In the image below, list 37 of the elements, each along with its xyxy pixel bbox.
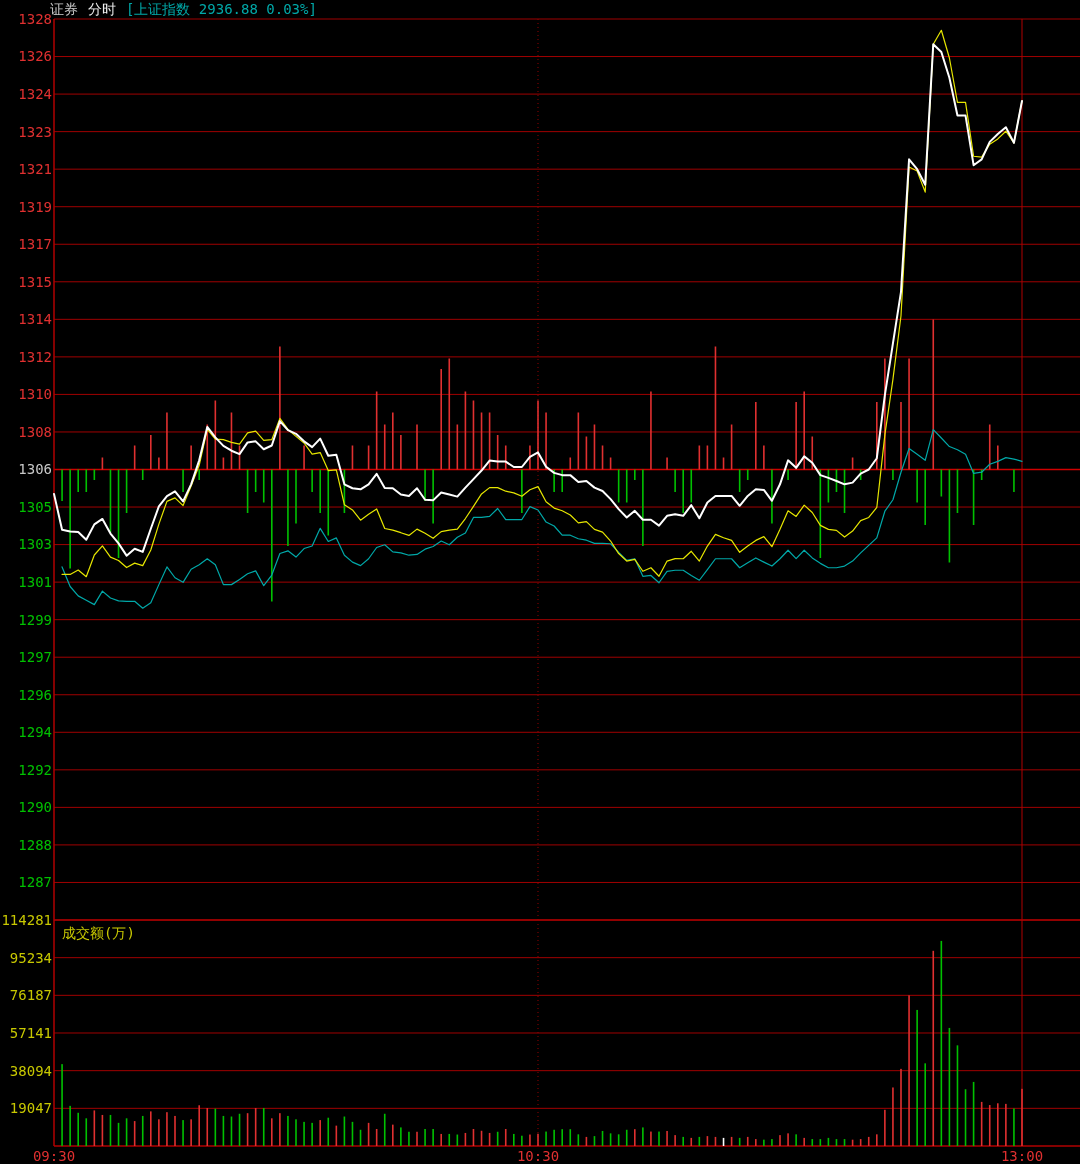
y-tick-label: 1305 — [18, 498, 52, 515]
y-tick-label: 114281 — [1, 911, 52, 928]
y-tick-label: 1328 — [18, 10, 52, 27]
y-tick-label: 19047 — [9, 1100, 52, 1117]
y-tick-label: 57141 — [9, 1024, 52, 1041]
y-tick-label: 1321 — [18, 161, 52, 178]
x-tick-label: 10:30 — [516, 1148, 560, 1164]
y-tick-label: 1296 — [18, 686, 52, 703]
y-tick-label: 1326 — [18, 48, 52, 65]
x-tick-label: 13:00 — [1000, 1148, 1044, 1164]
chart-title: 证券 — [50, 1, 78, 17]
x-tick-label: 09:30 — [32, 1148, 76, 1164]
y-axis-title: 成交额(万) — [62, 925, 135, 941]
y-tick-label: 1294 — [18, 724, 52, 741]
y-tick-label: 1319 — [18, 198, 52, 215]
y-tick-label: 1312 — [18, 348, 52, 365]
y-tick-label: 1314 — [18, 311, 52, 328]
chart-subtitle: 分时 — [88, 1, 116, 17]
y-tick-label: 1297 — [18, 649, 52, 666]
y-tick-label: 1317 — [18, 236, 52, 253]
y-tick-label: 1315 — [18, 273, 52, 290]
y-tick-label: 1290 — [18, 799, 52, 816]
y-tick-label: 1308 — [18, 423, 52, 440]
y-tick-label: 1310 — [18, 386, 52, 403]
y-tick-label: 1301 — [18, 574, 52, 591]
y-tick-label: 95234 — [9, 949, 52, 966]
y-tick-label: 1324 — [18, 85, 52, 102]
y-tick-label: 1299 — [18, 611, 52, 628]
y-tick-label: 1306 — [18, 461, 52, 478]
y-tick-label: 1287 — [18, 874, 52, 891]
y-tick-label: 1323 — [18, 123, 52, 140]
text: [上证指数 2936.88 0.03%] — [126, 1, 317, 17]
y-tick-label: 76187 — [9, 987, 52, 1004]
y-tick-label: 1292 — [18, 761, 52, 778]
y-tick-label: 1303 — [18, 536, 52, 553]
y-tick-label: 1288 — [18, 836, 52, 853]
y-tick-label: 38094 — [9, 1062, 52, 1079]
